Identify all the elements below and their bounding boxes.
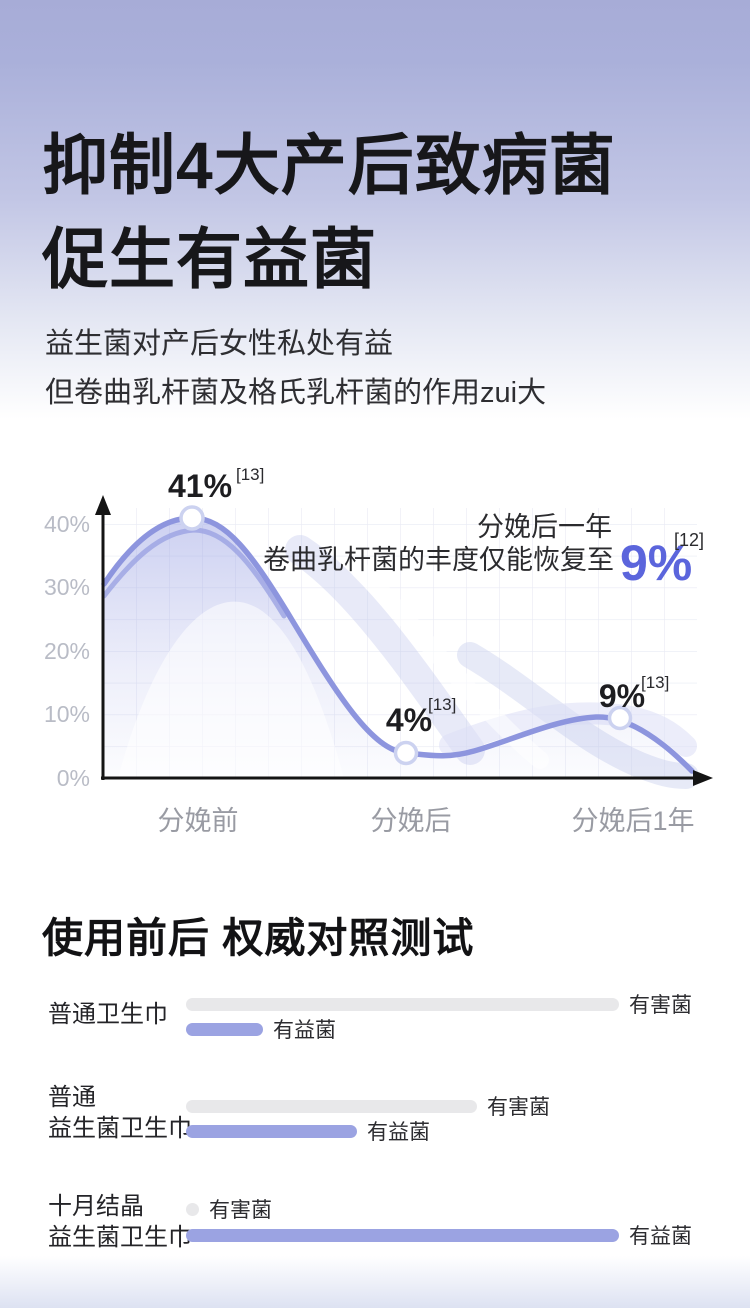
y-tick-40: 40% [44,511,90,537]
comparison-section-heading: 使用前后 权威对照测试 [42,915,475,961]
row-label-line2: 益生菌卫生巾 [48,1115,192,1142]
y-tick-0: 0% [57,765,90,791]
harmful-bar [186,997,619,1011]
x-label-pre-birth: 分娩前 [158,806,239,836]
beneficial-bar [186,1124,357,1138]
line-chart-svg: 41% [13] 4% [13] 9% [13] 分娩后一年 卷曲乳杆菌的丰度仅… [44,465,713,836]
subtitle-line1: 益生菌对产后女性私处有益 [45,328,394,360]
subtitle-line2: 但卷曲乳杆菌及格氏乳杆菌的作用zui大 [45,377,547,409]
point-ref-9: [13] [641,673,669,692]
harmful-bar [186,1099,477,1113]
annotation-highlight-ref: [12] [674,530,704,550]
marker-pre-birth [179,505,205,531]
point-label-9: 9% [599,678,645,714]
footer-gradient [0,1256,750,1308]
y-axis-arrow [95,495,111,515]
point-label-41: 41% [168,468,232,504]
y-tick-10: 10% [44,701,90,727]
annotation-line1: 分娩后一年 [477,512,612,542]
beneficial-bar [186,1022,263,1036]
annotation-highlight-value: 9% [620,535,692,591]
page-title-line2: 促生有益菌 [42,222,377,296]
point-ref-41: [13] [236,465,264,484]
beneficial-bar-row1: 有益菌 [186,1018,336,1042]
hero-gradient-background [0,0,750,432]
page-title-line1: 抑制4大产后致病菌 [42,128,616,202]
white-hump-decoration [118,601,344,778]
beneficial-bar-row3: 有益菌 [186,1224,692,1248]
ribbon-decoration [285,535,485,765]
harmful-bar-row3: 有害菌 [186,1198,272,1222]
row-label-shiyuejiejing-probiotic-pad: 十月结晶 益生菌卫生巾 [48,1191,192,1253]
annotation-line2: 卷曲乳杆菌的丰度仅能恢复至 [263,545,614,575]
abundance-line-chart: 41% [13] 4% [13] 9% [13] 分娩后一年 卷曲乳杆菌的丰度仅… [0,450,750,850]
x-label-post-birth: 分娩后 [371,806,452,836]
harmful-bar-tag: 有害菌 [629,994,692,1017]
beneficial-bar [186,1228,619,1242]
page-subtitle: 益生菌对产后女性私处有益 但卷曲乳杆菌及格氏乳杆菌的作用zui大 [45,320,705,418]
x-axis-arrow [693,770,713,786]
row-label-line1: 十月结晶 [48,1193,144,1220]
harmful-bar-row2: 有害菌 [186,1095,550,1119]
row-label-line1: 普通 [48,1084,96,1111]
row-label-regular-probiotic-pad: 普通 益生菌卫生巾 [48,1082,192,1144]
y-tick-20: 20% [44,638,90,664]
harmful-bar-tag: 有害菌 [209,1199,272,1222]
beneficial-bar-tag: 有益菌 [367,1121,430,1144]
row-label-line1: 普通卫生巾 [48,1001,168,1028]
harmful-bar-row1: 有害菌 [186,993,692,1017]
point-ref-4: [13] [428,695,456,714]
point-label-4: 4% [386,702,432,738]
beneficial-bar-row2: 有益菌 [186,1120,430,1144]
beneficial-bar-tag: 有益菌 [273,1019,336,1042]
row-label-regular-pad: 普通卫生巾 [48,1002,168,1028]
harmful-bar [186,1202,199,1216]
marker-one-year [607,705,633,731]
row-label-line2: 益生菌卫生巾 [48,1224,192,1251]
harmful-bar-tag: 有害菌 [487,1096,550,1119]
page-title: 抑制4大产后致病菌 促生有益菌 [42,118,722,306]
marker-post-birth [393,740,419,766]
y-tick-30: 30% [44,574,90,600]
x-label-one-year: 分娩后1年 [571,806,694,836]
beneficial-bar-tag: 有益菌 [629,1225,692,1248]
